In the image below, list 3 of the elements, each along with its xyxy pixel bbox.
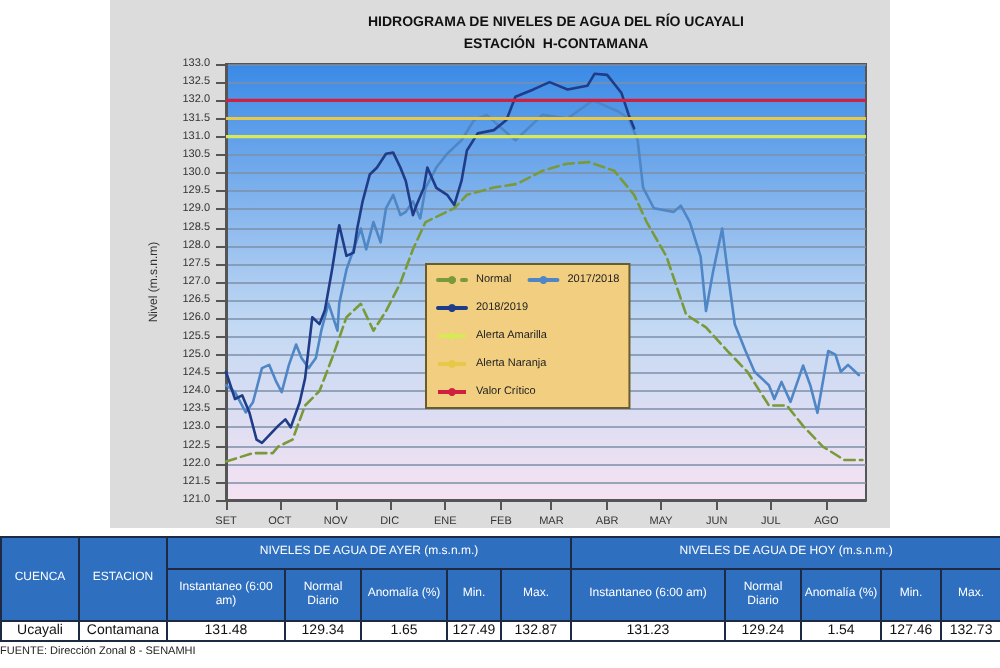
line-series xyxy=(224,72,636,445)
line-series xyxy=(224,160,864,463)
line-series xyxy=(224,99,861,415)
